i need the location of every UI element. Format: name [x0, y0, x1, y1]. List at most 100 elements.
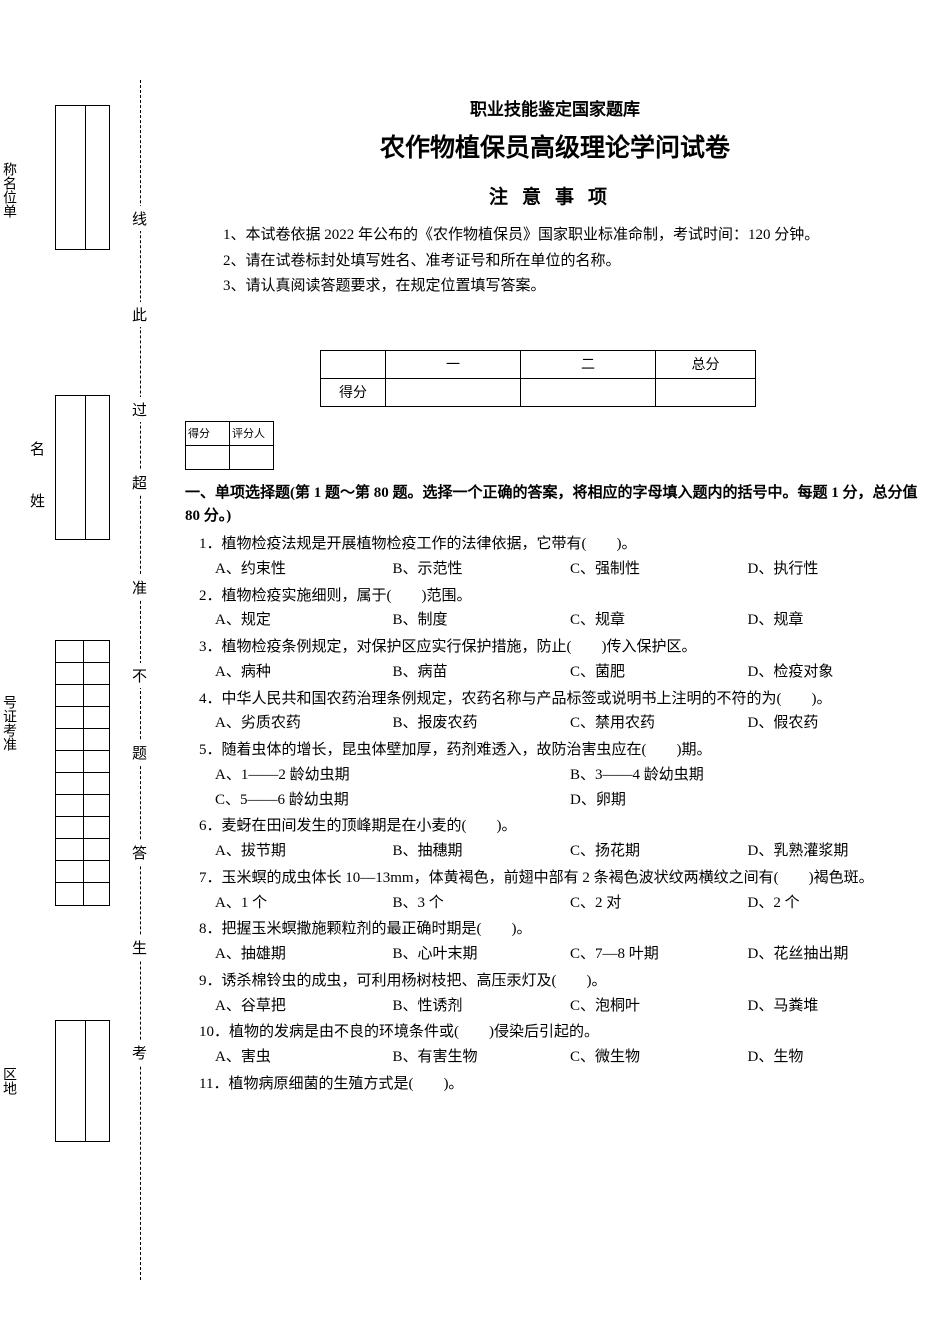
option-b: B、制度 [393, 608, 571, 633]
margin-char-zhun: 准 [132, 575, 147, 600]
option-b: B、抽穗期 [393, 839, 571, 864]
notice-text: 本试卷依据 2022 年公布的《农作物植保员》国家职业标准命制，考试时间：120… [246, 223, 925, 249]
margin-char-kao: 考 [132, 1040, 147, 1065]
question-text: 11．植物病原细菌的生殖方式是( )。 [199, 1072, 925, 1097]
margin-char-da: 答 [132, 840, 147, 865]
score-col-2: 二 [521, 350, 656, 378]
score-col-1: 一 [386, 350, 521, 378]
question-text: 7．玉米螟的成虫体长 10―13mm，体黄褐色，前翅中部有 2 条褐色波状纹两横… [199, 866, 925, 891]
option-b: B、性诱剂 [393, 994, 571, 1019]
option-b: B、心叶末期 [393, 942, 571, 967]
question-6: 6．麦蚜在田间发生的顶峰期是在小麦的( )。 A、拔节期 B、抽穗期 C、扬花期… [185, 814, 925, 864]
score-label: 得分 [321, 378, 386, 406]
score-col-total: 总分 [656, 350, 756, 378]
option-c: C、5――6 龄幼虫期 [215, 788, 570, 813]
notice-list: 1、 本试卷依据 2022 年公布的《农作物植保员》国家职业标准命制，考试时间：… [223, 223, 925, 300]
option-c: C、强制性 [570, 557, 748, 582]
question-text: 4．中华人民共和国农药治理条例规定，农药名称与产品标签或说明书上注明的不符的为(… [199, 687, 925, 712]
question-3: 3．植物检疫条例规定，对保护区应实行保护措施，防止( )传入保护区。 A、病种 … [185, 635, 925, 685]
question-1: 1．植物检疫法规是开展植物检疫工作的法律依据，它带有( )。 A、约束性 B、示… [185, 532, 925, 582]
notice-item: 3、 请认真阅读答题要求，在规定位置填写答案。 [223, 274, 925, 300]
question-text: 9．诱杀棉铃虫的成虫，可利用杨树枝把、高压汞灯及( )。 [199, 969, 925, 994]
grader-person-label: 评分人 [230, 421, 274, 445]
question-2: 2．植物检疫实施细则，属于( )范围。 A、规定 B、制度 C、规章 D、规章 [185, 584, 925, 634]
option-d: D、卵期 [570, 788, 925, 813]
label-district: 区地 [0, 1067, 18, 1095]
option-c: C、泡桐叶 [570, 994, 748, 1019]
margin-char-ci: 此 [132, 302, 147, 327]
option-c: C、菌肥 [570, 660, 748, 685]
option-a: A、拔节期 [215, 839, 393, 864]
side-box-name [55, 395, 110, 540]
notice-num: 2、 [223, 249, 246, 275]
score-table: 一 二 总分 得分 [320, 350, 756, 407]
main-content: 职业技能鉴定国家题库 农作物植保员高级理论学问试卷 注意事项 1、 本试卷依据 … [185, 95, 925, 1099]
notice-num: 3、 [223, 274, 246, 300]
margin-char-bu: 不 [132, 663, 147, 688]
option-d: D、规章 [748, 608, 926, 633]
option-c: C、微生物 [570, 1045, 748, 1070]
option-d: D、花丝抽出期 [748, 942, 926, 967]
option-b: B、报废农药 [393, 711, 571, 736]
option-b: B、有害生物 [393, 1045, 571, 1070]
question-10: 10．植物的发病是由不良的环境条件或( )侵染后引起的。 A、害虫 B、有害生物… [185, 1020, 925, 1070]
margin-char-sheng: 生 [132, 935, 147, 960]
option-b: B、示范性 [393, 557, 571, 582]
option-b: B、3 个 [393, 891, 571, 916]
option-d: D、生物 [748, 1045, 926, 1070]
margin-char-chao: 超 [132, 470, 147, 495]
notice-text: 请认真阅读答题要求，在规定位置填写答案。 [246, 274, 925, 300]
option-c: C、7―8 叶期 [570, 942, 748, 967]
question-5: 5．随着虫体的增长，昆虫体壁加厚，药剂难透入，故防治害虫应在( )期。 A、1―… [185, 738, 925, 812]
section-1-title: 一、单项选择题(第 1 题～第 80 题。选择一个正确的答案，将相应的字母填入题… [185, 482, 925, 529]
option-a: A、害虫 [215, 1045, 393, 1070]
notice-text: 请在试卷标封处填写姓名、准考证号和所在单位的名称。 [246, 249, 925, 275]
option-d: D、执行性 [748, 557, 926, 582]
option-d: D、2 个 [748, 891, 926, 916]
margin-char-xian: 线 [132, 206, 147, 231]
notice-heading: 注意事项 [185, 182, 925, 209]
question-text: 1．植物检疫法规是开展植物检疫工作的法律依据，它带有( )。 [199, 532, 925, 557]
margin-char-guo: 过 [132, 397, 147, 422]
option-c: C、扬花期 [570, 839, 748, 864]
question-text: 6．麦蚜在田间发生的顶峰期是在小麦的( )。 [199, 814, 925, 839]
exam-title: 农作物植保员高级理论学问试卷 [185, 128, 925, 164]
option-c: C、2 对 [570, 891, 748, 916]
question-7: 7．玉米螟的成虫体长 10―13mm，体黄褐色，前翅中部有 2 条褐色波状纹两横… [185, 866, 925, 916]
option-d: D、乳熟灌浆期 [748, 839, 926, 864]
option-a: A、1 个 [215, 891, 393, 916]
question-8: 8．把握玉米螟撒施颗粒剂的最正确时期是( )。 A、抽雄期 B、心叶末期 C、7… [185, 917, 925, 967]
option-b: B、3――4 龄幼虫期 [570, 763, 925, 788]
option-b: B、病苗 [393, 660, 571, 685]
question-9: 9．诱杀棉铃虫的成虫，可利用杨树枝把、高压汞灯及( )。 A、谷草把 B、性诱剂… [185, 969, 925, 1019]
option-c: C、规章 [570, 608, 748, 633]
option-a: A、病种 [215, 660, 393, 685]
question-text: 8．把握玉米螟撒施颗粒剂的最正确时期是( )。 [199, 917, 925, 942]
option-d: D、假农药 [748, 711, 926, 736]
option-a: A、规定 [215, 608, 393, 633]
question-text: 5．随着虫体的增长，昆虫体壁加厚，药剂难透入，故防治害虫应在( )期。 [199, 738, 925, 763]
side-box-unit-name [55, 105, 110, 250]
option-a: A、谷草把 [215, 994, 393, 1019]
notice-item: 2、 请在试卷标封处填写姓名、准考证号和所在单位的名称。 [223, 249, 925, 275]
grader-score-label: 得分 [186, 421, 230, 445]
question-11: 11．植物病原细菌的生殖方式是( )。 [185, 1072, 925, 1097]
option-d: D、检疫对象 [748, 660, 926, 685]
option-a: A、劣质农药 [215, 711, 393, 736]
label-xing: 姓 [30, 490, 45, 511]
label-ming: 名 [30, 438, 45, 459]
side-box-exam-number [55, 640, 110, 906]
option-a: A、约束性 [215, 557, 393, 582]
option-c: C、禁用农药 [570, 711, 748, 736]
margin-char-ti: 题 [132, 740, 147, 765]
grader-table: 得分 评分人 [185, 421, 274, 470]
question-text: 2．植物检疫实施细则，属于( )范围。 [199, 584, 925, 609]
notice-num: 1、 [223, 223, 246, 249]
question-4: 4．中华人民共和国农药治理条例规定，农药名称与产品标签或说明书上注明的不符的为(… [185, 687, 925, 737]
notice-item: 1、 本试卷依据 2022 年公布的《农作物植保员》国家职业标准命制，考试时间：… [223, 223, 925, 249]
side-box-district [55, 1020, 110, 1142]
label-exam-number: 号证考准 [0, 695, 18, 751]
option-a: A、抽雄期 [215, 942, 393, 967]
option-a: A、1――2 龄幼虫期 [215, 763, 570, 788]
label-unit-name: 称名位单 [0, 162, 18, 218]
